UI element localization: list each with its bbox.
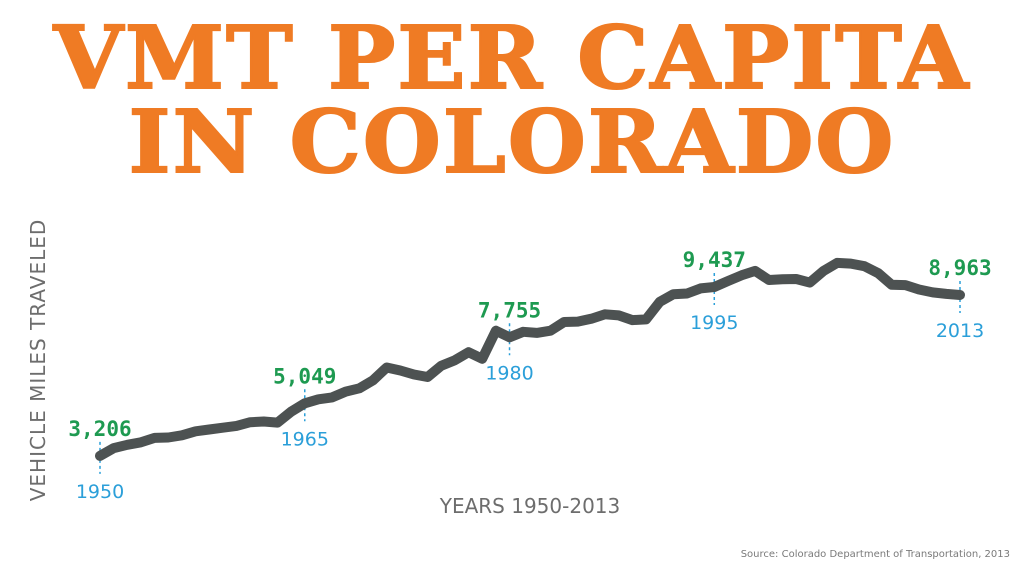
source-note: Source: Colorado Department of Transport… bbox=[740, 549, 1010, 560]
year-label-1965: 1965 bbox=[281, 428, 329, 450]
year-label-1980: 1980 bbox=[485, 362, 533, 384]
annotation-layer bbox=[99, 272, 961, 474]
year-label-2013: 2013 bbox=[936, 320, 984, 342]
value-label-2013: 8,963 bbox=[928, 256, 991, 280]
value-label-1995: 9,437 bbox=[683, 248, 746, 272]
x-axis-label: YEARS 1950-2013 bbox=[439, 494, 621, 518]
year-label-1950: 1950 bbox=[76, 481, 124, 503]
series-line-vmt bbox=[95, 257, 965, 461]
label-layer: 3,206 1950 5,049 1965 7,755 1980 9,437 1995 8,96… bbox=[68, 248, 991, 503]
value-label-1965: 5,049 bbox=[273, 364, 336, 388]
title-line-2: IN COLORADO bbox=[128, 92, 896, 193]
title-line-1: VMT PER CAPITA bbox=[53, 8, 971, 109]
value-label-1980: 7,755 bbox=[478, 298, 541, 322]
value-label-1950: 3,206 bbox=[68, 417, 131, 441]
year-label-1995: 1995 bbox=[690, 312, 738, 334]
